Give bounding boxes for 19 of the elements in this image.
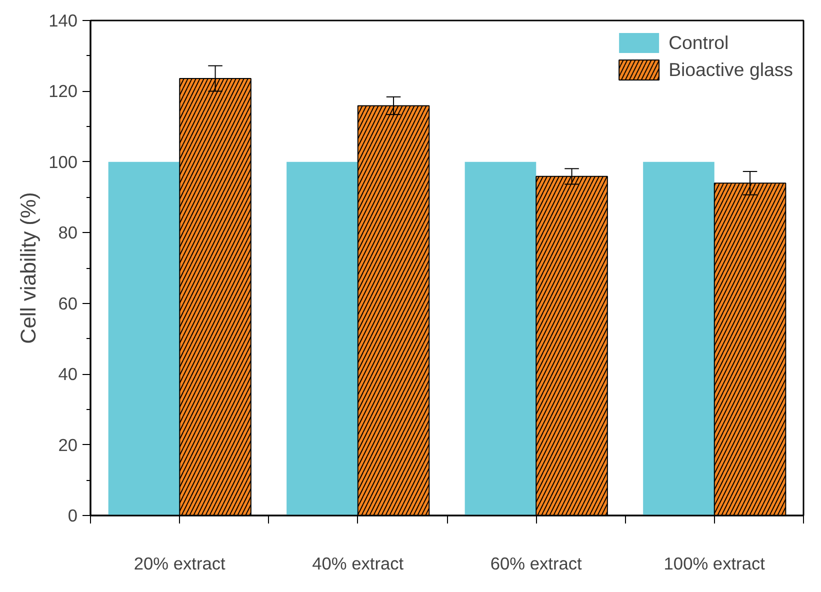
- x-tick-label: 60% extract: [490, 554, 582, 574]
- bar: [108, 162, 180, 516]
- y-tick-label: 140: [48, 10, 78, 30]
- y-axis-title: Cell viability (%): [16, 192, 41, 344]
- x-tick-label: 100% extract: [664, 554, 766, 574]
- bar: [286, 162, 358, 516]
- bar: [464, 162, 536, 516]
- legend-label: Control: [668, 32, 729, 54]
- y-tick-label: 120: [48, 81, 78, 102]
- y-tick-label: 0: [68, 506, 78, 526]
- x-tick-label: 20% extract: [134, 554, 226, 574]
- y-tick-label: 40: [58, 364, 78, 384]
- y-tick-label: 60: [58, 293, 78, 314]
- y-tick-label: 100: [48, 152, 78, 172]
- y-tick-label: 80: [58, 222, 78, 243]
- x-tick-label: 40% extract: [312, 554, 404, 574]
- bar: [643, 162, 714, 516]
- legend-label: Bioactive glass: [668, 58, 793, 80]
- y-tick-label: 20: [58, 434, 78, 455]
